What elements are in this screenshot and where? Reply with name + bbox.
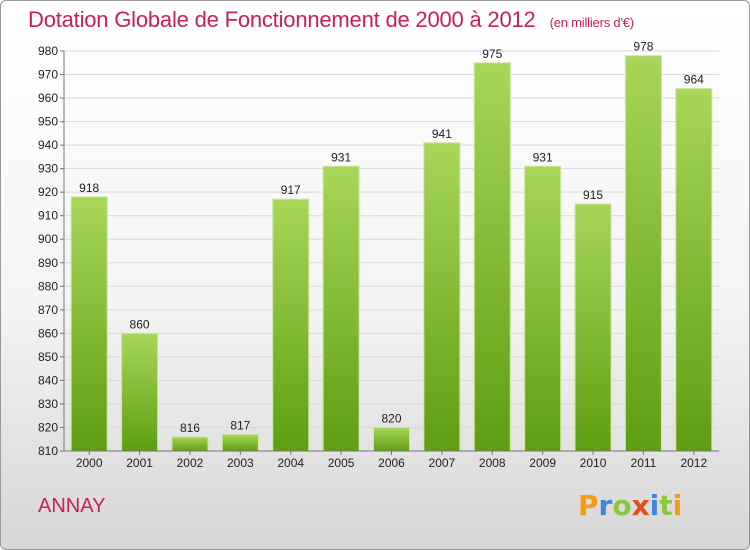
- logo-letter: o: [612, 489, 632, 522]
- bar-value-label: 931: [331, 150, 351, 164]
- bar-value-label: 978: [633, 40, 653, 54]
- commune-name: ANNAY: [38, 495, 106, 517]
- bar: [221, 434, 259, 452]
- y-tick-label: 840: [38, 373, 58, 387]
- bar: [624, 55, 662, 452]
- proxiti-logo: Proxiti: [578, 489, 682, 522]
- logo-letter: i: [672, 489, 683, 522]
- x-tick-label: 2004: [277, 456, 304, 470]
- y-tick-label: 860: [38, 326, 58, 340]
- y-axis: 810 820 830 840 850 860 870 880 890 900 910 920 930 9…: [38, 44, 65, 458]
- bar-value-label: 918: [79, 181, 99, 195]
- x-tick-label: 2011: [631, 456, 657, 470]
- y-tick-label: 950: [38, 115, 58, 129]
- logo-letter: x: [631, 489, 650, 522]
- x-tick-label: 2003: [227, 456, 254, 470]
- bar: [423, 142, 461, 452]
- bar-value-label: 975: [482, 47, 502, 61]
- bar-value-label: 915: [583, 188, 603, 202]
- x-axis: 2000 2001 2002 2003 2004 2005 2006 2007 2008 2009…: [64, 450, 719, 470]
- bar: [574, 203, 612, 452]
- y-tick-label: 810: [38, 444, 58, 458]
- chart-subtitle: (en milliers d'€): [549, 15, 635, 30]
- bar-value-label: 964: [684, 73, 704, 87]
- chart-title: Dotation Globale de Fonctionnement de 20…: [28, 7, 634, 33]
- y-tick-label: 980: [38, 44, 58, 58]
- bar: [121, 332, 159, 452]
- y-tick-label: 880: [38, 279, 58, 293]
- bar: [272, 198, 310, 452]
- y-tick-label: 820: [38, 420, 58, 434]
- bar-value-label: 820: [381, 411, 401, 425]
- y-tick-label: 940: [38, 138, 58, 152]
- x-tick-label: 2006: [378, 456, 405, 470]
- x-tick-label: 2001: [126, 456, 153, 470]
- bar-value-label: 860: [130, 317, 150, 331]
- chart-title-text: Dotation Globale de Fonctionnement de 20…: [28, 7, 536, 32]
- y-tick-label: 970: [38, 68, 58, 82]
- y-tick-label: 850: [38, 350, 58, 364]
- x-tick-label: 2000: [76, 456, 103, 470]
- y-tick-label: 890: [38, 256, 58, 270]
- x-tick-label: 2002: [177, 456, 204, 470]
- y-tick-label: 830: [38, 397, 58, 411]
- x-tick-label: 2008: [479, 456, 506, 470]
- bar: [524, 165, 562, 452]
- y-tick-label: 870: [38, 303, 58, 317]
- grid-lines: [64, 50, 719, 452]
- x-tick-label: 2007: [429, 456, 456, 470]
- bar: [675, 88, 713, 452]
- bars: 918 860 816 817 917 931 820 941 975 931 915 978 964: [70, 40, 713, 452]
- logo-letter: r: [598, 489, 613, 522]
- x-tick-label: 2010: [580, 456, 607, 470]
- y-tick-label: 920: [38, 185, 58, 199]
- bar: [322, 165, 360, 452]
- bar-value-label: 817: [230, 419, 250, 433]
- bar: [70, 196, 108, 452]
- y-tick-label: 900: [38, 232, 58, 246]
- bar-value-label: 917: [281, 183, 301, 197]
- logo-letter: i: [649, 489, 660, 522]
- bar: [473, 62, 511, 452]
- y-tick-label: 960: [38, 91, 58, 105]
- x-tick-label: 2009: [529, 456, 556, 470]
- y-tick-label: 930: [38, 162, 58, 176]
- x-tick-label: 2012: [680, 456, 707, 470]
- bar-value-label: 931: [533, 150, 553, 164]
- bar: [171, 436, 209, 452]
- y-tick-label: 910: [38, 209, 58, 223]
- bar-value-label: 941: [432, 127, 452, 141]
- x-tick-label: 2005: [328, 456, 355, 470]
- bar-value-label: 816: [180, 421, 200, 435]
- bar: [373, 426, 410, 452]
- logo-letter: t: [659, 489, 673, 522]
- logo-letter: P: [578, 489, 599, 522]
